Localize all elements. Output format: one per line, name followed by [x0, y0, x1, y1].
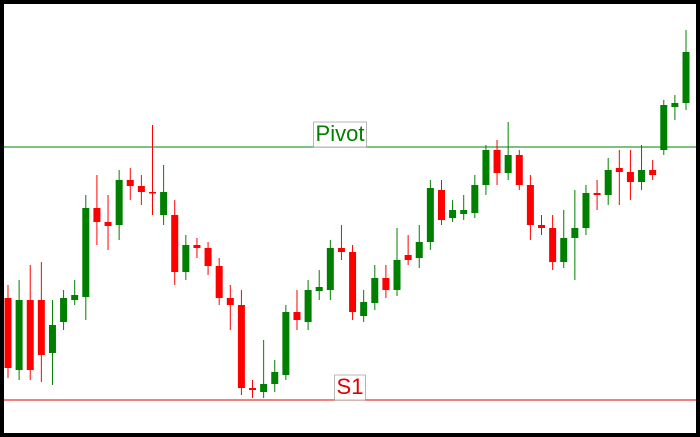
candle-body [571, 228, 579, 238]
candle-body [526, 185, 534, 225]
level-label: Pivot [316, 121, 365, 146]
candle-body [293, 312, 301, 320]
candle-body [215, 266, 223, 298]
candle-body [82, 208, 90, 297]
candle-body [71, 295, 79, 300]
candle-body [160, 192, 168, 215]
candle-body [148, 192, 156, 194]
candle-body [304, 290, 312, 322]
candle-body [193, 245, 201, 248]
candle-body [604, 170, 612, 195]
candle-body [682, 52, 690, 103]
candle-body [515, 155, 523, 185]
candle-body [649, 170, 657, 175]
candle-body [60, 298, 68, 322]
level-label: S1 [337, 374, 364, 399]
candle-body [115, 180, 123, 225]
candle-body [626, 172, 634, 182]
candle-body [437, 190, 445, 220]
candle-body [4, 298, 12, 368]
candle-body [549, 228, 557, 262]
candle-body [538, 225, 546, 228]
candle-body [37, 300, 45, 355]
candle-body [393, 260, 401, 290]
candle-body [582, 193, 590, 228]
candle-body [638, 170, 646, 182]
candle-body [371, 278, 379, 303]
candle-body [449, 210, 457, 218]
candle-body [326, 248, 334, 290]
candle-body [660, 105, 668, 150]
level-label-box [334, 374, 366, 401]
candle-body [15, 300, 23, 370]
candle-body [282, 312, 290, 375]
candle-body [671, 103, 679, 107]
candle-body [426, 188, 434, 242]
candle-body [237, 305, 245, 388]
candle-body [493, 150, 501, 173]
candle-body [26, 300, 34, 370]
candle-body [271, 372, 279, 384]
candle-body [171, 215, 179, 272]
candle-body [415, 242, 423, 258]
candle-body [249, 388, 257, 390]
level-label-box [313, 121, 367, 148]
candle-body [337, 248, 345, 252]
candle-body [126, 180, 134, 186]
candle-body [504, 155, 512, 173]
candle-body [137, 186, 145, 192]
candle-body [404, 255, 412, 260]
candle-body [382, 278, 390, 290]
candle-body [460, 210, 468, 214]
candle-body [349, 252, 357, 312]
candle-body [560, 238, 568, 262]
candle-body [471, 185, 479, 213]
candle-body [482, 150, 490, 185]
candle-body [260, 384, 268, 392]
candle-body [615, 168, 623, 172]
candle-body [104, 222, 112, 226]
candle-body [226, 298, 234, 305]
candle-body [93, 208, 101, 222]
candle-body [204, 248, 212, 266]
candle-body [48, 325, 56, 353]
candle-body [182, 245, 190, 272]
candle-body [593, 193, 601, 195]
candle-body [315, 287, 323, 291]
candle-body [360, 302, 368, 316]
